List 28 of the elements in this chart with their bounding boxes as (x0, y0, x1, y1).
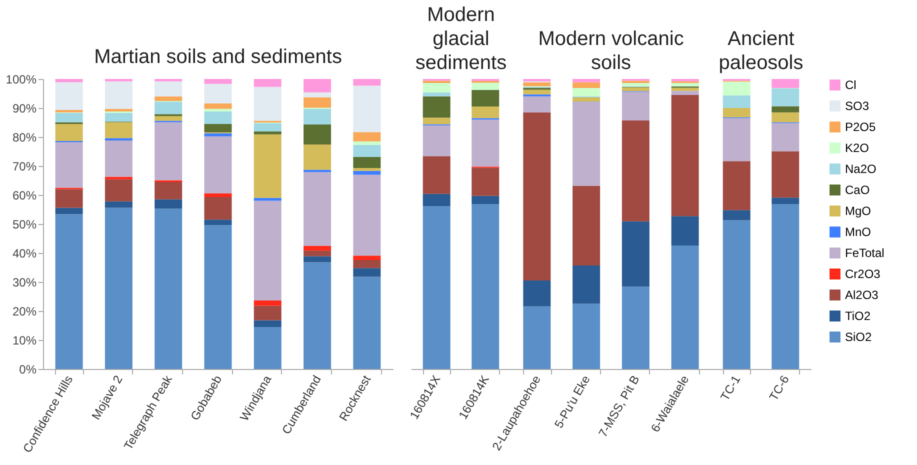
y-tick-label: 10% (12, 334, 37, 348)
y-tick-label: 100% (6, 72, 37, 86)
legend-label: SiO2 (845, 330, 872, 344)
y-tick-label: 90% (12, 102, 37, 116)
y-tick-label: 0% (19, 362, 37, 376)
chart-title: Martian soils and sediments (94, 46, 342, 68)
y-tick-label: 70% (12, 160, 37, 174)
y-tick-label: 60% (12, 188, 37, 202)
legend-label: TiO2 (845, 309, 871, 323)
y-tick-label: 20% (12, 304, 37, 318)
legend-label: K2O (845, 141, 870, 155)
legend-label: Na2O (845, 162, 876, 176)
chart-title: Ancient paleosols (718, 28, 804, 74)
legend-label: MgO (845, 204, 872, 218)
y-tick-label: 30% (12, 276, 37, 290)
chart-title: Modern glacial sediments (415, 4, 507, 74)
legend-label: P2O5 (845, 120, 876, 134)
legend-label: Cr2O3 (845, 267, 881, 281)
legend-label: FeTotal (845, 246, 884, 260)
legend-label: MnO (845, 225, 872, 239)
y-tick-label: 50% (12, 218, 37, 232)
legend-label: CaO (845, 183, 870, 197)
legend-label: SO3 (845, 99, 870, 113)
y-tick-label: 40% (12, 246, 37, 260)
legend-label: Al2O3 (845, 288, 879, 302)
legend-label: Cl (845, 78, 856, 92)
y-tick-label: 80% (12, 130, 37, 144)
chart-title: Modern volcanic soils (538, 28, 684, 74)
